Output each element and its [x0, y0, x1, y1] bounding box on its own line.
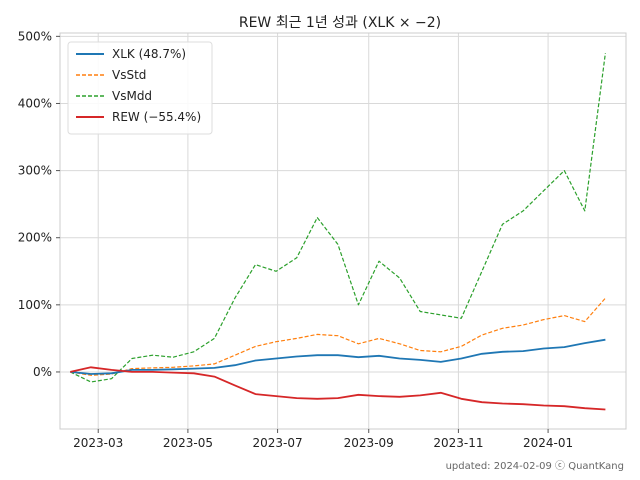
legend-label: VsStd [112, 68, 146, 82]
y-tick-label: 100% [18, 298, 52, 312]
series-line-3 [70, 366, 606, 411]
series-line-2 [70, 53, 606, 383]
y-tick-label: 0% [33, 365, 52, 379]
y-tick-label: 400% [18, 96, 52, 110]
footer-text: updated: 2024-02-09 ⓒ QuantKang [446, 460, 624, 472]
y-tick-label: 200% [18, 231, 52, 245]
x-tick-label: 2023-11 [433, 436, 483, 450]
series-line-0 [70, 338, 606, 375]
legend-label: XLK (48.7%) [112, 47, 186, 61]
x-tick-label: 2023-09 [344, 436, 394, 450]
chart-title: REW 최근 1년 성과 (XLK × −2) [239, 15, 441, 31]
x-tick-label: 2024-01 [523, 436, 573, 450]
x-tick-label: 2023-05 [163, 436, 213, 450]
legend: XLK (48.7%) VsStd VsMdd REW (−55.4%) [67, 41, 213, 135]
y-tick-label: 500% [18, 29, 52, 43]
x-tick-label: 2023-03 [73, 436, 123, 450]
legend-label: VsMdd [112, 89, 152, 103]
series-line-1 [70, 297, 606, 376]
y-tick-label: 300% [18, 164, 52, 178]
plot-frame [59, 32, 627, 430]
series-layer [70, 53, 606, 411]
x-tick-label: 2023-07 [253, 436, 303, 450]
legend-label: REW (−55.4%) [112, 110, 201, 124]
legend-box [67, 41, 213, 135]
axis-layer: 2023-03 2023-05 2023-07 2023-09 2023-11 2024-… [18, 29, 573, 450]
